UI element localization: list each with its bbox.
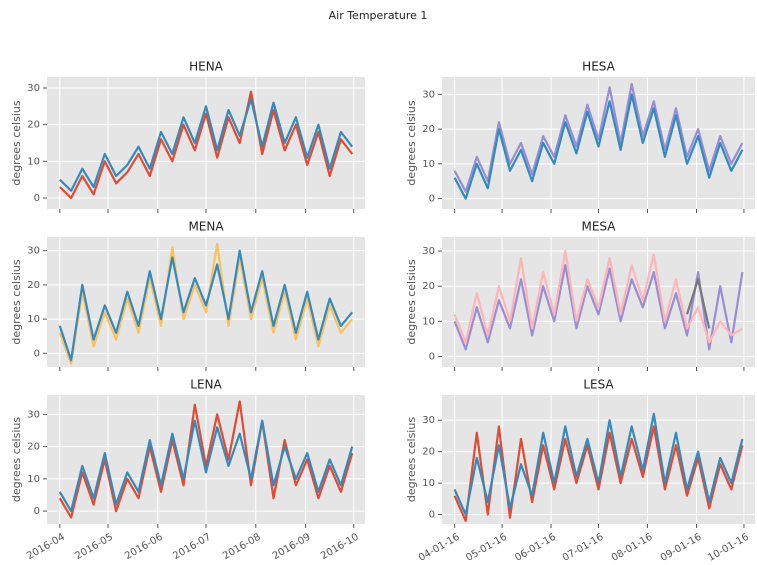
y-tick-label: 20 xyxy=(422,124,435,135)
series-line xyxy=(453,412,744,516)
y-tick-label: 20 xyxy=(422,281,435,292)
y-tick-label: 0 xyxy=(429,351,435,362)
series-line xyxy=(58,400,354,519)
y-tick-label: 30 xyxy=(27,83,40,94)
series-line xyxy=(453,93,744,200)
series-line xyxy=(453,425,744,522)
y-tick-label: 20 xyxy=(422,447,435,458)
subplot-title: MENA xyxy=(188,220,224,234)
y-axis-label: degrees celsius xyxy=(405,417,418,502)
y-tick-label: 0 xyxy=(34,348,40,359)
y-tick-label: 10 xyxy=(27,156,40,167)
series-line xyxy=(58,419,354,513)
series-line xyxy=(685,278,711,329)
y-tick-label: 20 xyxy=(27,442,40,453)
y-tick-label: 30 xyxy=(422,246,435,257)
y-axis-label: degrees celsius xyxy=(10,100,23,185)
y-axis-label: degrees celsius xyxy=(405,100,418,185)
y-tick-label: 20 xyxy=(27,280,40,291)
y-axis-label: degrees celsius xyxy=(405,259,418,344)
series-line xyxy=(58,242,354,365)
y-axis-label: degrees celsius xyxy=(10,259,23,344)
subplot-title: LESA xyxy=(583,378,614,392)
y-tick-label: 30 xyxy=(27,409,40,420)
y-tick-label: 10 xyxy=(422,159,435,170)
subplot-title: MESA xyxy=(582,220,617,234)
y-tick-label: 10 xyxy=(422,316,435,327)
series-line xyxy=(59,97,354,192)
y-tick-label: 0 xyxy=(34,506,40,517)
subplot-title: HESA xyxy=(582,60,615,74)
series-line xyxy=(453,250,743,344)
y-tick-label: 10 xyxy=(422,478,435,489)
y-tick-label: 30 xyxy=(422,89,435,100)
y-tick-label: 0 xyxy=(429,194,435,205)
series-line xyxy=(58,249,354,362)
y-axis-label: degrees celsius xyxy=(10,417,23,502)
y-tick-label: 0 xyxy=(34,193,40,204)
series-line xyxy=(59,90,354,200)
y-tick-label: 10 xyxy=(27,474,40,485)
subplot-title: LENA xyxy=(190,378,222,392)
y-tick-label: 30 xyxy=(422,415,435,426)
y-tick-label: 0 xyxy=(429,510,435,521)
y-tick-label: 30 xyxy=(27,246,40,257)
y-tick-label: 10 xyxy=(27,314,40,325)
series-line xyxy=(453,82,744,193)
subplot-title: HENA xyxy=(189,60,224,74)
y-tick-label: 20 xyxy=(27,120,40,131)
figure-title: Air Temperature 1 xyxy=(329,9,428,22)
